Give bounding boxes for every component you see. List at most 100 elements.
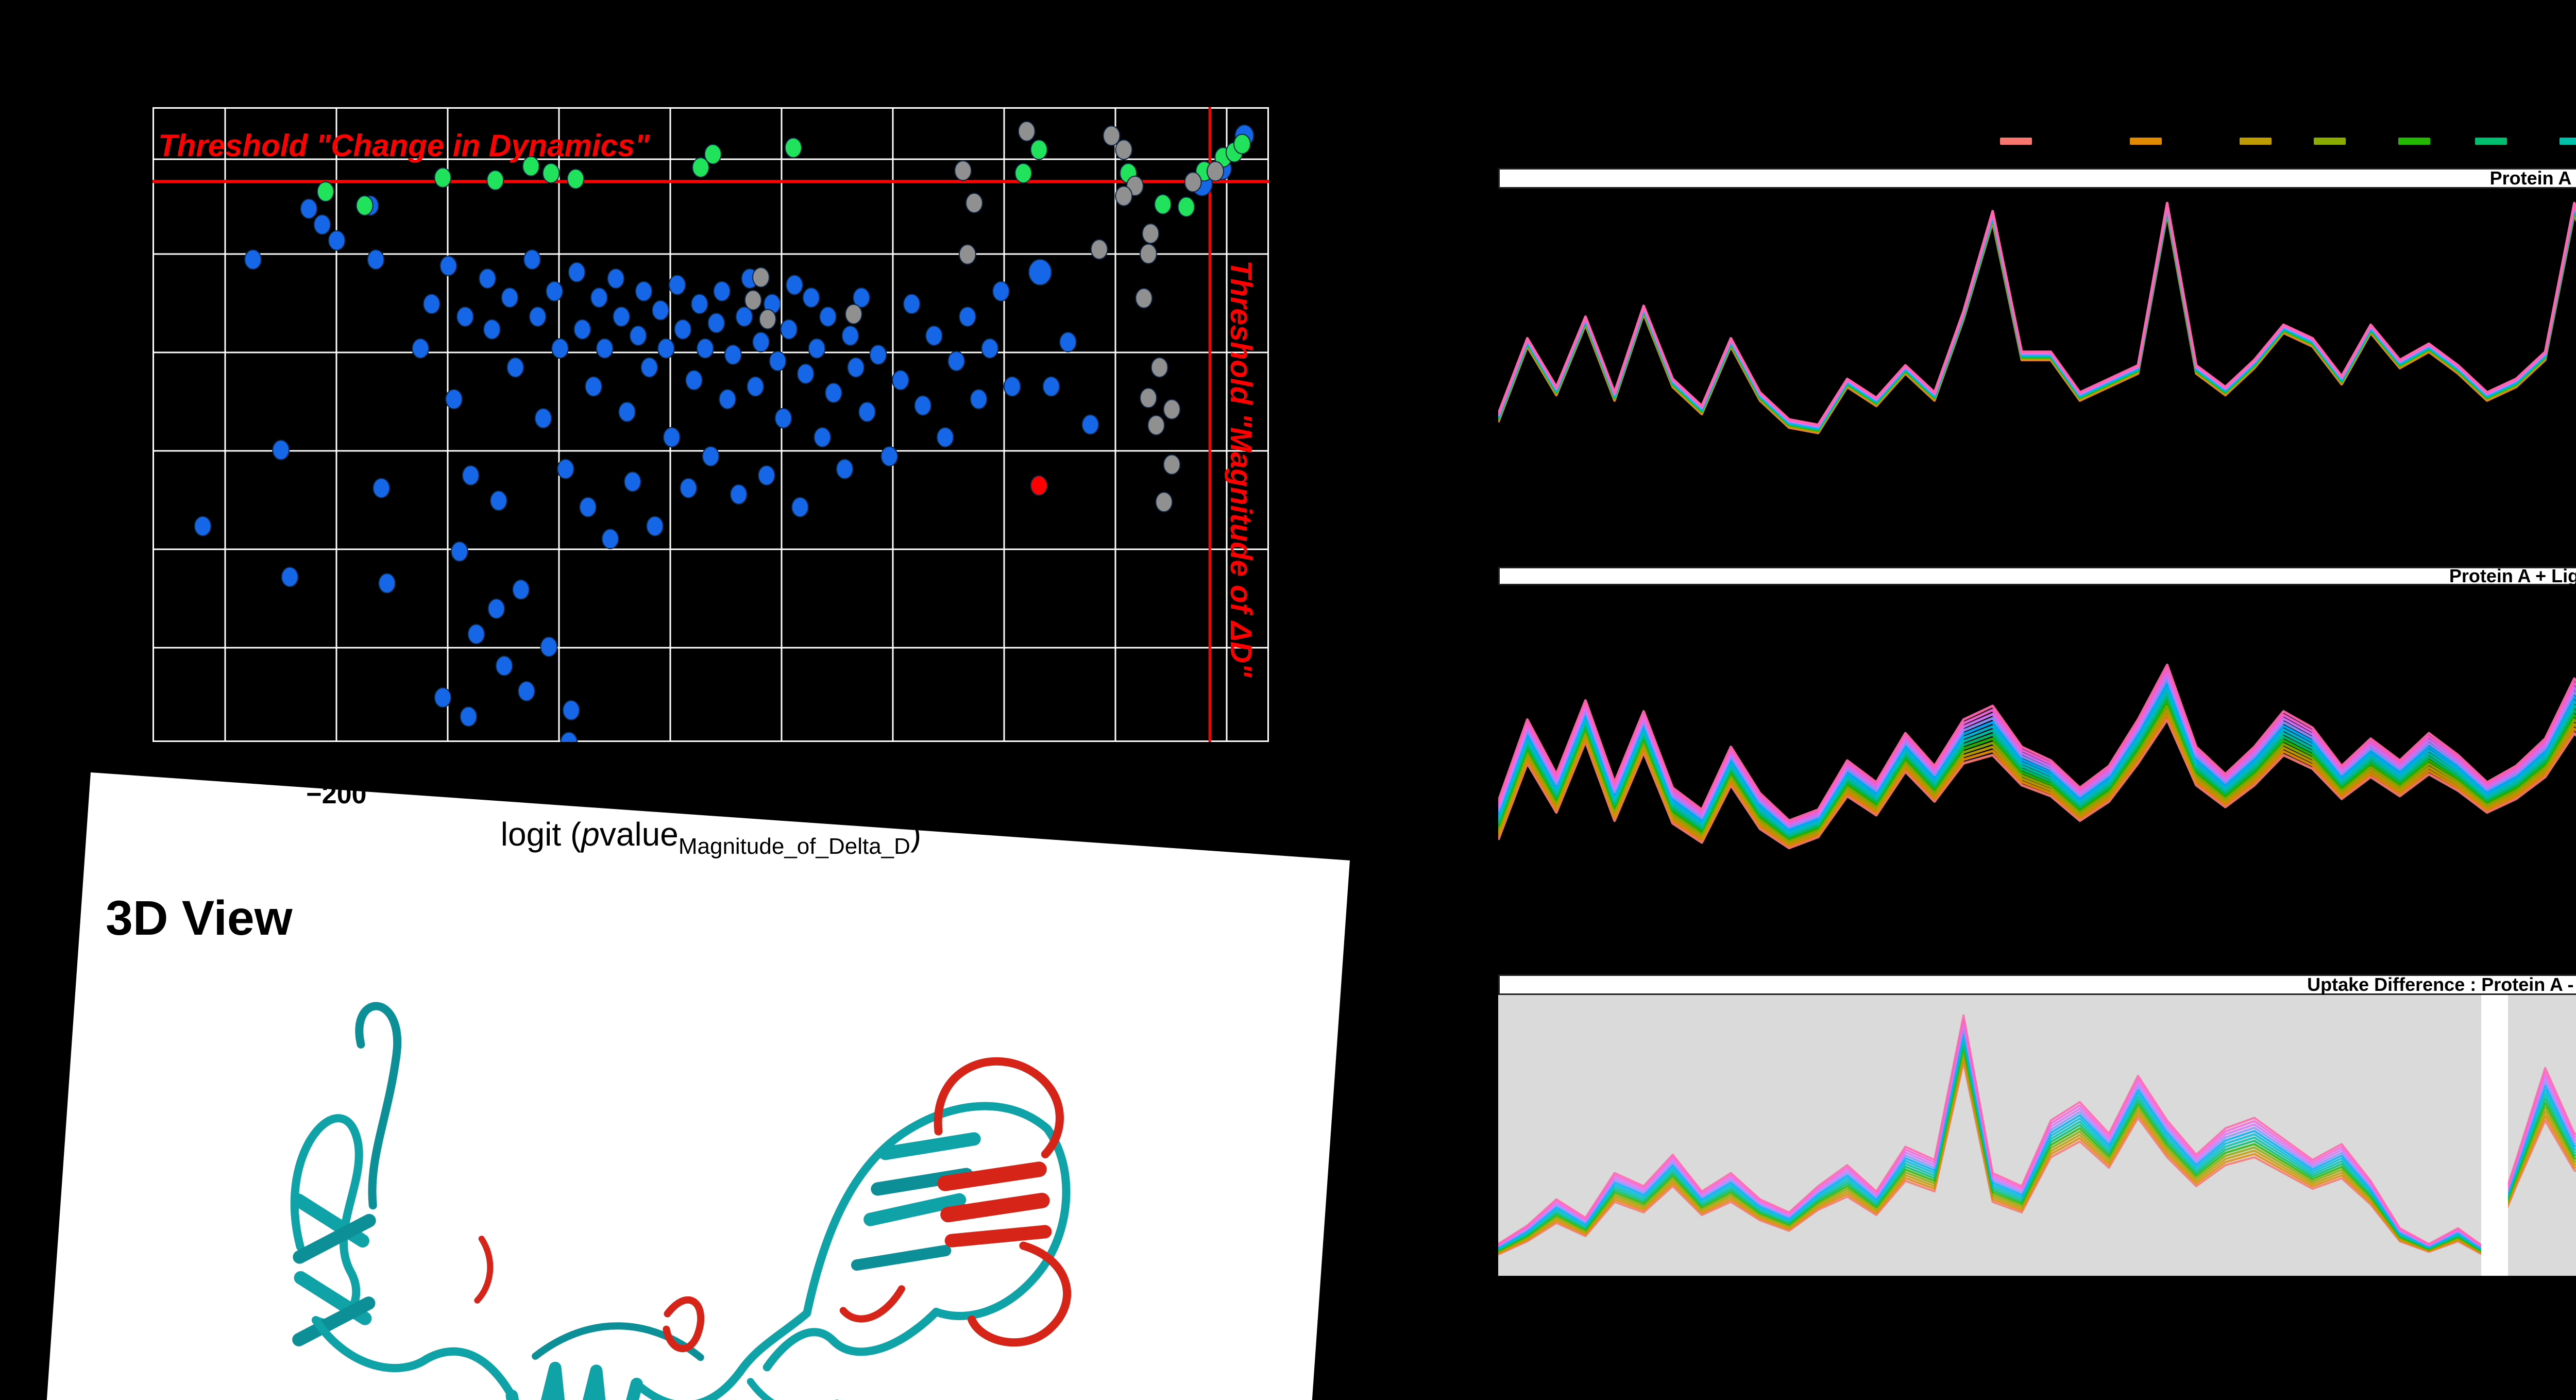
scatter-point-blue-points[interactable] bbox=[313, 214, 331, 235]
scatter-point-gray-points[interactable] bbox=[1140, 387, 1157, 409]
scatter-point-blue-points[interactable] bbox=[690, 293, 708, 314]
scatter-point-blue-points[interactable] bbox=[903, 293, 921, 314]
scatter-point-blue-points[interactable] bbox=[439, 256, 457, 276]
scatter-point-blue-points[interactable] bbox=[489, 490, 507, 511]
scatter-point-blue-points[interactable] bbox=[824, 382, 842, 403]
scatter-point-blue-points[interactable] bbox=[836, 459, 854, 480]
scatter-point-blue-points[interactable] bbox=[460, 706, 478, 727]
scatter-point-blue-points[interactable] bbox=[1042, 376, 1060, 397]
scatter-point-blue-points[interactable] bbox=[372, 478, 391, 499]
volcano-plot[interactable] bbox=[152, 107, 1269, 742]
scatter-point-blue-points[interactable] bbox=[685, 369, 703, 391]
scatter-point-blue-points[interactable] bbox=[467, 623, 485, 645]
scatter-point-blue-points[interactable] bbox=[450, 541, 468, 562]
scatter-point-gray-points[interactable] bbox=[954, 160, 972, 181]
scatter-point-blue-points[interactable] bbox=[573, 319, 591, 340]
scatter-point-blue-points[interactable] bbox=[802, 287, 820, 308]
scatter-point-blue-points[interactable] bbox=[607, 268, 625, 289]
scatter-point-blue-points[interactable] bbox=[640, 357, 658, 378]
scatter-point-gray-points[interactable] bbox=[1115, 139, 1133, 160]
scatter-point-gray-points[interactable] bbox=[759, 309, 776, 330]
scatter-point-blue-points[interactable] bbox=[1003, 376, 1021, 397]
scatter-point-blue-points[interactable] bbox=[272, 440, 290, 461]
uptake-chart-protein-a[interactable] bbox=[1498, 189, 2576, 565]
scatter-point-blue-points[interactable] bbox=[847, 357, 865, 378]
scatter-point-blue-points[interactable] bbox=[523, 249, 541, 270]
scatter-point-blue-points[interactable] bbox=[613, 306, 631, 327]
scatter-point-blue-points[interactable] bbox=[791, 497, 809, 518]
scatter-point-blue-points[interactable] bbox=[412, 338, 430, 359]
scatter-point-gray-points[interactable] bbox=[752, 267, 770, 288]
scatter-point-blue-points[interactable] bbox=[780, 319, 798, 340]
scatter-point-blue-points[interactable] bbox=[752, 331, 770, 352]
scatter-point-blue-points[interactable] bbox=[629, 325, 647, 346]
scatter-point-blue-points[interactable] bbox=[680, 478, 698, 499]
scatter-point-blue-points[interactable] bbox=[512, 579, 530, 600]
scatter-point-blue-points[interactable] bbox=[1081, 414, 1099, 435]
scatter-point-blue-points[interactable] bbox=[483, 319, 501, 340]
scatter-point-blue-points[interactable] bbox=[914, 395, 932, 416]
scatter-point-blue-points[interactable] bbox=[462, 465, 480, 486]
scatter-point-gray-points[interactable] bbox=[1115, 185, 1133, 207]
scatter-point-blue-points[interactable] bbox=[551, 338, 569, 359]
scatter-point-gray-points[interactable] bbox=[1090, 239, 1108, 260]
scatter-point-blue-points[interactable] bbox=[869, 344, 887, 365]
scatter-point-green-points[interactable] bbox=[486, 170, 504, 191]
scatter-point-blue-points[interactable] bbox=[194, 516, 212, 537]
scatter-point-blue-points[interactable] bbox=[487, 598, 505, 619]
3d-view-panel[interactable] bbox=[39, 772, 1350, 1400]
scatter-point-blue-points[interactable] bbox=[730, 484, 748, 505]
scatter-point-blue-points[interactable] bbox=[534, 408, 552, 429]
scatter-point-blue-points[interactable] bbox=[479, 268, 497, 289]
scatter-point-blue-points[interactable] bbox=[546, 281, 564, 302]
scatter-point-blue-points[interactable] bbox=[646, 516, 664, 537]
scatter-point-blue-points[interactable] bbox=[702, 446, 720, 467]
scatter-point-green-points[interactable] bbox=[704, 144, 722, 165]
scatter-point-gray-points[interactable] bbox=[1142, 223, 1160, 244]
scatter-point-red-points[interactable] bbox=[1030, 475, 1048, 496]
scatter-point-blue-points[interactable] bbox=[495, 655, 513, 677]
scatter-point-blue-points[interactable] bbox=[517, 681, 535, 702]
scatter-point-blue-points[interactable] bbox=[713, 281, 731, 302]
scatter-point-blue-points[interactable] bbox=[560, 732, 578, 742]
scatter-point-gray-points[interactable] bbox=[1155, 492, 1173, 513]
scatter-point-blue-points[interactable] bbox=[562, 700, 580, 721]
scatter-point-blue-points[interactable] bbox=[696, 338, 714, 359]
scatter-point-blue-points[interactable] bbox=[707, 312, 725, 333]
scatter-point-blue-points[interactable] bbox=[556, 459, 574, 480]
scatter-point-blue-points[interactable] bbox=[635, 281, 653, 302]
scatter-point-gray-points[interactable] bbox=[844, 303, 862, 325]
scatter-point-blue-points[interactable] bbox=[422, 293, 440, 314]
scatter-point-green-points[interactable] bbox=[542, 163, 560, 184]
scatter-point-gray-points[interactable] bbox=[744, 290, 762, 311]
scatter-point-blue-points[interactable] bbox=[529, 306, 547, 327]
scatter-point-blue-points[interactable] bbox=[652, 300, 669, 321]
scatter-point-green-points[interactable] bbox=[1154, 194, 1172, 215]
scatter-point-blue-points[interactable] bbox=[601, 528, 619, 549]
scatter-point-blue-points[interactable] bbox=[891, 369, 909, 391]
scatter-point-blue-points[interactable] bbox=[1059, 331, 1077, 352]
scatter-point-green-points[interactable] bbox=[1233, 133, 1251, 155]
scatter-point-blue-points[interactable] bbox=[568, 262, 586, 283]
scatter-point-gray-points[interactable] bbox=[1103, 125, 1121, 146]
scatter-point-blue-points[interactable] bbox=[328, 230, 346, 251]
scatter-point-blue-points[interactable] bbox=[958, 306, 976, 327]
scatter-point-blue-points[interactable] bbox=[819, 306, 837, 327]
scatter-point-blue-points[interactable] bbox=[808, 338, 826, 359]
scatter-point-blue-points[interactable] bbox=[757, 465, 775, 486]
scatter-point-blue-points[interactable] bbox=[596, 338, 614, 359]
scatter-point-blue-points[interactable] bbox=[947, 350, 965, 372]
scatter-point-blue-points[interactable] bbox=[445, 389, 463, 410]
scatter-point-blue-points[interactable] bbox=[456, 306, 474, 327]
scatter-point-blue-points[interactable] bbox=[590, 287, 608, 308]
scatter-point-blue-points[interactable] bbox=[668, 275, 686, 295]
scatter-point-blue-points[interactable] bbox=[657, 338, 675, 359]
scatter-point-blue-points[interactable] bbox=[925, 325, 943, 346]
scatter-point-gray-points[interactable] bbox=[965, 193, 983, 213]
scatter-point-blue-points[interactable] bbox=[992, 281, 1010, 302]
scatter-point-blue-points[interactable] bbox=[674, 319, 692, 340]
scatter-point-gray-points[interactable] bbox=[1163, 454, 1181, 475]
scatter-point-green-points[interactable] bbox=[1030, 139, 1048, 160]
scatter-point-blue-points[interactable] bbox=[841, 325, 859, 346]
scatter-point-blue-points[interactable] bbox=[244, 249, 262, 270]
